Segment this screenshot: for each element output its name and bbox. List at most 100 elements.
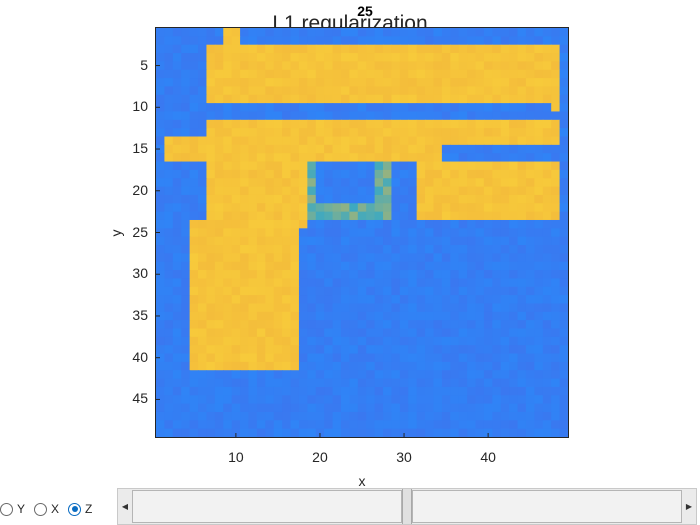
x-tick-label: 20	[312, 449, 328, 465]
heatmap-cell	[298, 53, 308, 62]
heatmap-cell	[517, 211, 527, 221]
heatmap-cell	[366, 186, 376, 196]
heatmap-cell	[383, 328, 393, 338]
heatmap-cell	[273, 169, 283, 179]
heatmap-cell	[492, 311, 502, 321]
heatmap-cell	[475, 311, 485, 321]
heatmap-cell	[433, 228, 443, 238]
heatmap-cell	[156, 219, 166, 229]
heatmap-cell	[559, 386, 568, 396]
heatmap-cell	[542, 211, 552, 221]
heatmap-cell	[483, 253, 493, 263]
heatmap-cell	[172, 178, 182, 188]
heatmap-cell	[383, 253, 393, 263]
heatmap-cell	[416, 53, 426, 62]
heatmap-cell	[181, 345, 191, 355]
heatmap-cell	[467, 311, 477, 321]
heatmap-cell	[517, 253, 527, 263]
heatmap-cell	[534, 395, 544, 405]
heatmap-cell	[416, 328, 426, 338]
radio-x[interactable]: X	[34, 502, 59, 516]
heatmap-cell	[332, 53, 342, 62]
heatmap-cell	[214, 128, 224, 138]
heatmap-cell	[332, 245, 342, 254]
radio-y-circle[interactable]	[0, 502, 13, 516]
heatmap-cell	[475, 345, 485, 355]
heatmap-cell	[307, 119, 317, 129]
heatmap-cell	[483, 345, 493, 355]
heatmap-cell	[214, 119, 224, 129]
heatmap-cell	[248, 144, 258, 154]
heatmap-cell	[298, 211, 308, 221]
heatmap-cell	[164, 403, 174, 413]
heatmap-cell	[172, 161, 182, 171]
heatmap-cell	[189, 136, 199, 146]
heatmap-cell	[332, 278, 342, 288]
heatmap-cell	[433, 278, 443, 288]
heatmap-cell	[265, 169, 275, 179]
heatmap-cell	[315, 144, 325, 154]
heatmap-cell	[256, 286, 266, 296]
heatmap-cell	[366, 236, 376, 246]
heatmap-cell	[542, 428, 552, 437]
heatmap-cell	[223, 386, 233, 396]
heatmap-cell	[307, 178, 317, 188]
radio-y[interactable]: Y	[0, 502, 25, 516]
heatmap-cell	[366, 194, 376, 204]
heatmap-cell	[483, 194, 493, 204]
heatmap-cell	[324, 261, 334, 271]
radio-z[interactable]: Z	[68, 502, 92, 516]
slider-right-arrow-icon[interactable]: ▶	[685, 502, 693, 511]
heatmap-cell	[307, 328, 317, 338]
heatmap-cell	[374, 228, 384, 238]
heatmap-cell	[450, 86, 460, 96]
heatmap-cell	[290, 144, 300, 154]
heatmap-cell	[273, 194, 283, 204]
heatmap-cell	[509, 178, 519, 188]
slider-trough-left[interactable]	[132, 490, 402, 523]
heatmap-cell	[483, 286, 493, 296]
heatmap-cell	[517, 320, 527, 330]
heatmap-cell	[450, 403, 460, 413]
slider-trough-right[interactable]	[412, 490, 682, 523]
radio-x-circle[interactable]	[34, 502, 48, 516]
heatmap-cell	[391, 303, 401, 313]
slider-left-arrow-icon[interactable]: ◀	[121, 502, 129, 511]
heatmap-cell	[290, 236, 300, 246]
heatmap-cell	[290, 136, 300, 146]
heatmap-cell	[551, 203, 561, 213]
y-tick-label: 5	[140, 56, 148, 73]
heatmap-cell	[332, 128, 342, 138]
heatmap-cell	[282, 286, 292, 296]
heatmap-cell	[399, 378, 409, 388]
heatmap-cell	[240, 94, 250, 104]
heatmap-cell	[492, 78, 502, 88]
heatmap-cell	[433, 144, 443, 154]
heatmap-cell	[298, 36, 308, 46]
heatmap-cell	[475, 144, 485, 154]
heatmap-cell	[156, 261, 166, 271]
heatmap-cell	[181, 228, 191, 238]
heatmap-cell	[181, 219, 191, 229]
slice-slider[interactable]: ◀ ▶	[117, 488, 697, 525]
heatmap-cell	[248, 286, 258, 296]
heatmap-cell	[450, 136, 460, 146]
heatmap-cell	[517, 336, 527, 346]
heatmap-cell	[525, 161, 535, 171]
heatmap-cell	[483, 278, 493, 288]
heatmap-cell	[534, 53, 544, 62]
heatmap-cell	[525, 186, 535, 196]
heatmap-cell	[164, 86, 174, 96]
heatmap-cell	[374, 169, 384, 179]
heatmap-cell	[500, 228, 510, 238]
heatmap-axes[interactable]	[155, 27, 569, 438]
heatmap-cell	[458, 119, 468, 129]
slider-thumb[interactable]	[402, 489, 412, 524]
radio-z-circle[interactable]	[68, 502, 82, 516]
heatmap-cell	[500, 153, 510, 163]
heatmap-cell	[324, 303, 334, 313]
heatmap-cell	[240, 270, 250, 280]
heatmap-cell	[517, 420, 527, 430]
heatmap-cell	[240, 86, 250, 96]
heatmap-cell	[475, 361, 485, 371]
